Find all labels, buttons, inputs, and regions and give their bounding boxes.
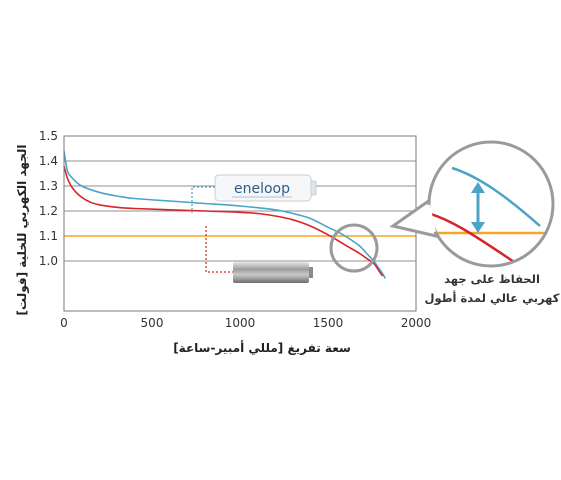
callout-line-2: كهربي عالي لمدة أطول — [425, 290, 560, 306]
x-tick-label: 2000 — [401, 316, 432, 330]
tick-labels: 1.5 1.4 1.3 1.2 1.1 1.0 0 500 1000 1500 2000 — [39, 129, 431, 330]
series-line-conventional — [63, 165, 384, 277]
x-tick-label: 500 — [141, 316, 164, 330]
zoom-blue-curve — [451, 166, 541, 227]
arrow-head-down — [471, 222, 485, 233]
x-tick-label: 1500 — [313, 316, 344, 330]
plot-frame — [63, 135, 417, 312]
y-tick-label: 1.2 — [39, 204, 58, 218]
y-tick-label: 1.4 — [39, 154, 58, 168]
y-tick-label: 1.3 — [39, 179, 58, 193]
y-tick-label: 1.5 — [39, 129, 58, 143]
series-line-eneloop — [63, 150, 386, 279]
arrow-head-up — [471, 182, 485, 193]
y-tick-label: 1.0 — [39, 254, 58, 268]
callout-line-1: الحفاظ على جهد — [444, 272, 540, 286]
y-tick-label: 1.1 — [39, 229, 58, 243]
generic-connector-line — [205, 226, 233, 273]
eneloop-connector-line — [191, 186, 215, 213]
zoom-magnifier — [427, 140, 555, 268]
zoom-marker-circle — [329, 223, 379, 273]
eneloop-logo: eneloop — [234, 181, 290, 197]
x-tick-label: 1000 — [225, 316, 256, 330]
series-layer — [63, 150, 386, 279]
x-tick-label: 0 — [60, 316, 68, 330]
eneloop-battery-image: eneloop — [214, 174, 317, 202]
generic-battery-image — [233, 262, 313, 283]
y-axis-title: الجهد الكهربي للخلية [فولت] — [15, 145, 30, 316]
x-axis-title: سعة تفريغ [مللي أمبير-ساعة] — [173, 340, 351, 355]
